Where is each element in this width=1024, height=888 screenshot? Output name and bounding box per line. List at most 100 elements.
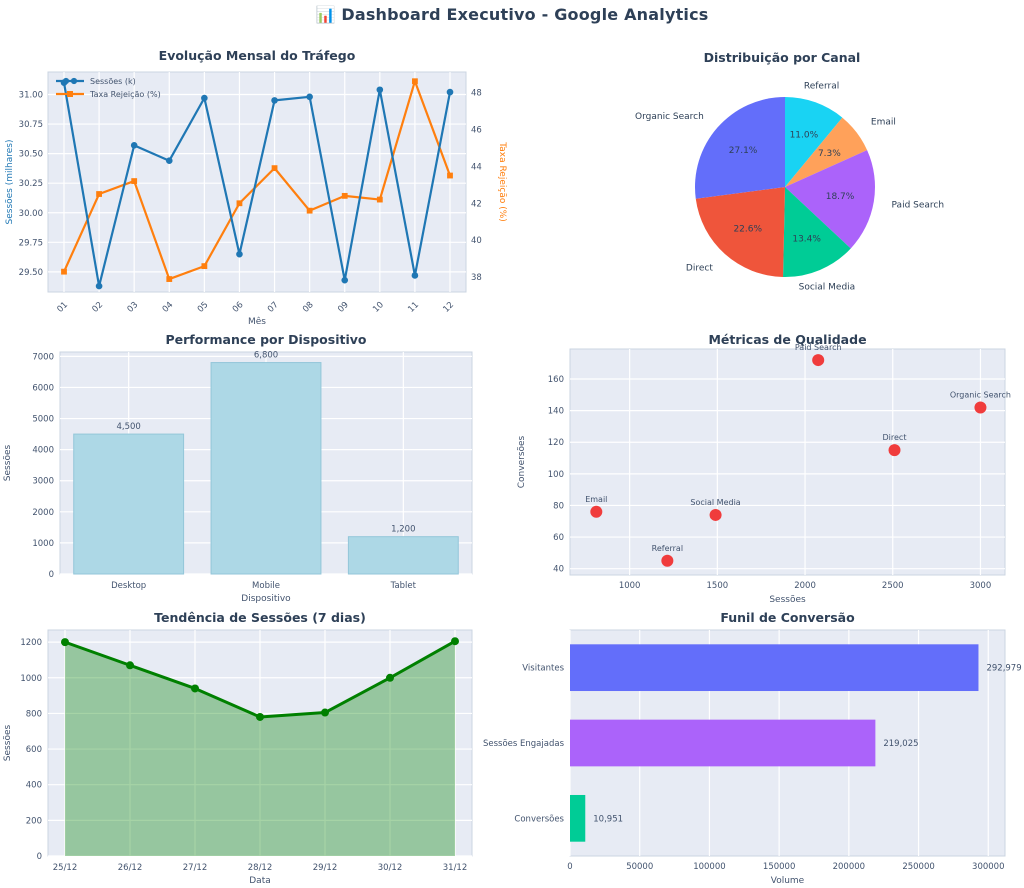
funnel-bar [570,794,586,842]
point-label: Organic Search [950,390,1011,399]
y-tick-label-left: 29.50 [19,268,43,278]
legend-marker [67,91,73,97]
y-tick-label: 800 [26,709,42,719]
x-tick-label: 200000 [833,862,865,872]
x-tick-label: 1000 [619,581,641,591]
data-point [95,282,103,290]
x-tick-label: Mobile [252,581,280,591]
pie-slice-label: Organic Search [635,112,704,122]
legend-label: Sessões (k) [90,77,136,86]
x-tick-label: Desktop [111,581,146,591]
y-tick-label-left: 31.00 [19,90,43,100]
x-tick-label: Tablet [390,581,417,591]
data-point [386,673,394,682]
legend-marker [70,77,78,85]
x-tick-label: 50000 [626,862,653,872]
y-tick-label-right: 38 [471,273,482,283]
data-point [412,78,418,85]
data-point [306,207,313,214]
x-tick-label: 04 [161,300,176,315]
data-point [126,661,134,670]
x-tick-label: 300000 [972,862,1004,872]
x-tick-label: 11 [406,300,421,315]
y-tick-label: 3000 [32,477,54,487]
x-tick-label: 0 [567,862,572,872]
traffic-evolution-svg: Evolução Mensal do Tráfego 29.50 29.75 30.0… [5,48,507,327]
data-point [271,165,278,172]
bar [210,362,322,575]
data-point [191,684,199,693]
data-point [61,268,67,275]
point-label: Paid Search [795,343,842,352]
bar-value-label: 6,800 [254,351,278,361]
x-tick-label: 1500 [707,581,729,591]
y-tick-label: 160 [548,375,564,385]
data-point [451,637,459,646]
y-tick-label: 6000 [32,383,54,393]
chart-title: Funil de Conversão [720,610,855,625]
y-tick-label-left: 30.25 [19,179,43,189]
y-tick-label: 0 [37,852,42,862]
y-tick-label: 4000 [32,446,54,456]
data-point [376,86,384,94]
y-tick-label: 2000 [32,508,54,518]
chart-title: Evolução Mensal do Tráfego [159,48,356,63]
chart-title: Performance por Dispositivo [165,332,366,347]
bar-value-label: 1,200 [391,525,415,535]
data-point [96,191,102,197]
y-axis-label: Conversões [517,435,527,488]
quality-metrics-chart: Métricas de Qualidade Email Referral Social… [510,330,1024,605]
y-tick-label-left: 29.75 [19,238,43,248]
bar-value-label: 219,025 [883,739,918,749]
y-axis-label: Sessões [3,725,13,762]
y-tick-label-left: 30.75 [19,120,43,130]
page-title: 📊 Dashboard Executivo - Google Analytics [0,5,1024,24]
point-label: Referral [652,544,683,553]
area-fill [65,641,455,856]
y-tick-label: 100 [548,470,564,480]
scatter-point [661,554,674,567]
x-tick-label: 27/12 [183,863,208,873]
x-tick-label: 30/12 [378,863,403,873]
bar-value-label: 4,500 [116,422,140,432]
data-point [341,276,349,284]
y-tick-label: 80 [553,501,564,511]
pie-percent-label: 7.3% [818,149,841,159]
pie-slice [785,150,875,249]
bar [347,536,459,575]
y-tick-label: 400 [26,781,42,791]
y-tick-label: 120 [548,438,564,448]
x-tick-label: 07 [266,300,281,315]
scatter-point [974,401,987,414]
x-tick-label: 3000 [970,581,992,591]
data-point [131,178,138,184]
bar-value-label: 10,951 [593,814,623,824]
x-tick-label: 150000 [763,862,795,872]
pie-slice-label: Email [871,118,896,128]
y-tick-label: 1200 [20,638,42,648]
y-tick-label: 1000 [32,539,54,549]
x-tick-label: 31/12 [443,863,468,873]
x-axis-label: Volume [771,876,805,886]
x-tick-label: 28/12 [248,863,273,873]
pie-percent-label: 22.6% [733,225,762,235]
funnel-bar [570,644,979,692]
x-tick-label: 01 [55,300,70,315]
session-trend-chart: Tendência de Sessões (7 dias) 0 200 400 600 8… [0,600,510,888]
legend-marker [62,77,70,85]
data-point [306,93,313,101]
x-tick-label: 03 [126,300,141,315]
data-point [447,172,453,179]
y-tick-label-right: 40 [471,236,482,246]
x-tick-label: 09 [336,300,351,315]
x-tick-label: 29/12 [313,863,338,873]
data-point [201,94,208,102]
bar-value-label: 292,979 [986,664,1021,674]
y-axis-label-left: Sessões (milhares) [5,140,15,225]
pie-slice-label: Direct [686,263,713,273]
y-axis-label: Sessões [3,445,13,482]
data-point [236,250,243,258]
plot-area [569,348,1006,576]
pie-slice [783,187,851,277]
x-tick-label: 2500 [882,581,904,591]
